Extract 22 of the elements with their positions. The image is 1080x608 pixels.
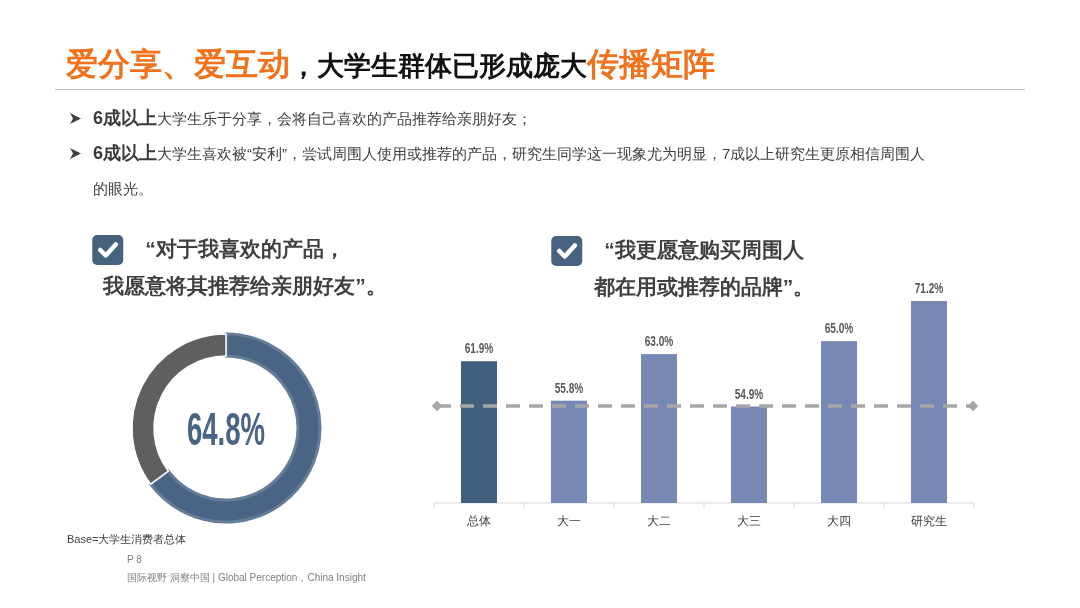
donut-slice — [149, 332, 322, 524]
text: 爱分享、爱互动，大学生群体已形成庞大传播矩阵 — [66, 45, 715, 84]
text: P 8 — [127, 553, 143, 567]
data-label: 55.8% — [554, 380, 584, 397]
data-label: 71.2% — [914, 280, 944, 297]
text: 国际视野 洞察中国 | Global Perception，China Insight — [127, 571, 366, 585]
data-label: 64.8% — [186, 403, 266, 455]
x-tick-label: 研究生 — [911, 514, 947, 528]
x-tick-label: 大一 — [557, 514, 581, 528]
data-label: 54.9% — [734, 385, 764, 402]
text: Base=大学生消费者总体 — [67, 533, 187, 545]
x-tick-label: 大三 — [737, 514, 761, 528]
x-tick-label: 总体 — [466, 514, 491, 528]
x-tick-label: 大二 — [647, 514, 671, 528]
data-label: 65.0% — [824, 320, 854, 337]
data-label: 63.0% — [644, 333, 674, 350]
data-label: 61.9% — [464, 340, 494, 357]
text: 6成以上大学生乐于分享，会将自己喜欢的产品推荐给亲朋好友； — [93, 107, 533, 130]
text: 6成以上大学生喜欢被“安利”，尝试周围人使用或推荐的产品，研究生同学这一现象尤为明显，7成以上研究生更原相信周围人的眼光。 — [93, 143, 926, 197]
chart-title: “我更愿意购买周围人都在用或推荐的品牌”。 — [592, 238, 815, 298]
x-tick-label: 大四 — [827, 514, 851, 528]
chart-title: “对于我喜欢的产品，我愿意将其推荐给亲朋好友”。 — [102, 237, 387, 297]
